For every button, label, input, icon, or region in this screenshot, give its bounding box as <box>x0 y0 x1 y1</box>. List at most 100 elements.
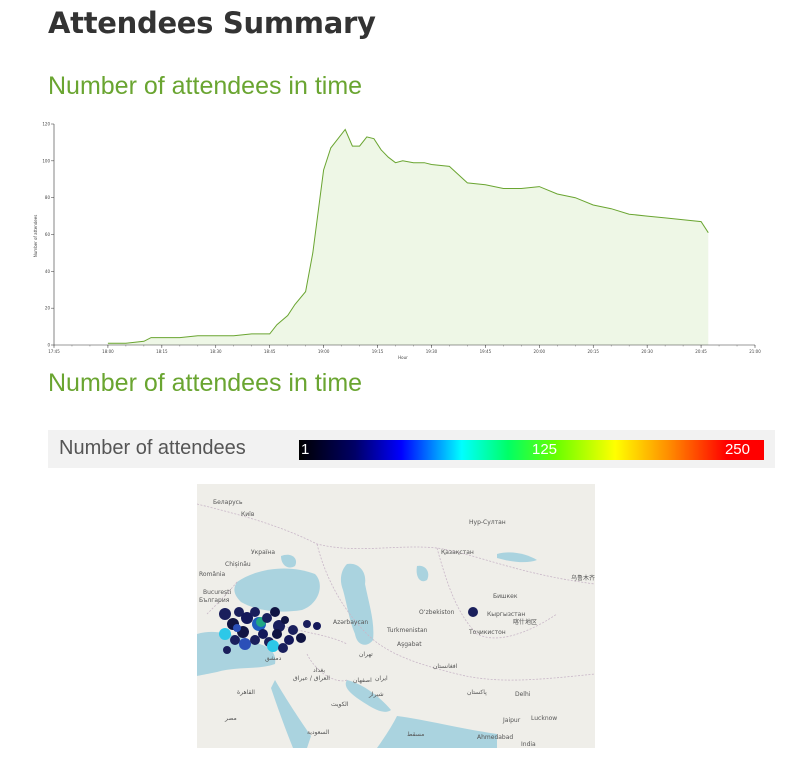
map-label-isfahan: اصفهان <box>353 677 372 684</box>
attendee-markers <box>219 607 478 654</box>
x-tick-label: 20:15 <box>587 349 599 354</box>
y-tick-label: 100 <box>42 158 50 163</box>
x-tick-label: 18:15 <box>156 349 168 354</box>
map-label-tajikistan: Тоҷикистон <box>468 629 506 636</box>
map-label-azerbaijan: Azərbaycan <box>333 619 368 626</box>
map-label-kyiv: Київ <box>241 511 255 518</box>
y-tick-label: 20 <box>45 306 51 311</box>
scale-max-value: 250 <box>724 441 750 458</box>
attendee-marker[interactable] <box>313 622 321 630</box>
attendee-marker[interactable] <box>258 629 268 639</box>
attendee-marker[interactable] <box>262 613 272 623</box>
attendee-marker[interactable] <box>270 607 280 617</box>
sea-of-azov <box>281 554 297 568</box>
y-tick-label: 0 <box>47 343 50 348</box>
map-label-india: India <box>521 741 536 748</box>
map-label-jaipur: Jaipur <box>502 717 521 724</box>
x-tick-label: 19:45 <box>480 349 492 354</box>
attendees-area-fill <box>107 129 709 345</box>
map-label-kyrgyzstan: Кыргызстан <box>487 611 525 618</box>
scale-mid-value: 125 <box>532 441 558 458</box>
map-label-damascus: دمشق <box>265 655 282 662</box>
attendee-marker[interactable] <box>223 646 231 654</box>
black-sea <box>234 568 320 612</box>
map-label-muscat: مسقط <box>407 731 424 738</box>
x-tick-label: 19:30 <box>426 349 438 354</box>
attendee-marker[interactable] <box>273 620 285 632</box>
attendee-marker[interactable] <box>281 616 289 624</box>
map-label-kazakhstan: Қазақстан <box>441 549 474 556</box>
attendees-map[interactable]: Беларусь Київ Україна Chișinău România B… <box>197 484 595 748</box>
map-label-iran: ایران <box>375 675 388 682</box>
attendee-marker[interactable] <box>278 643 288 653</box>
attendee-marker[interactable] <box>267 640 279 652</box>
map-label-ashgabat: Aşgabat <box>397 641 422 648</box>
map-label-ukraine: Україна <box>251 549 275 556</box>
x-tick-label: 17:45 <box>48 349 60 354</box>
lake-balkhash <box>497 552 537 563</box>
map-label-belarus: Беларусь <box>213 499 243 506</box>
map-label-kuwait: الكويت <box>331 701 349 708</box>
attendees-area-chart: 0 20 40 60 80 100 120 17:45 18:00 18:15 18:30 18:45… <box>33 122 761 361</box>
map-label-turkmenistan: Turkmenistan <box>386 627 428 634</box>
y-tick-label: 120 <box>42 122 50 127</box>
scale-min-value: 1 <box>301 441 310 458</box>
map-label-romania: România <box>199 571 226 578</box>
attendee-marker[interactable] <box>234 607 244 617</box>
attendees-series-line <box>107 128 709 344</box>
attendee-marker[interactable] <box>250 607 260 617</box>
map-canvas: Беларусь Київ Україна Chișinău România B… <box>197 484 595 748</box>
attendee-marker[interactable] <box>288 625 298 635</box>
map-label-bucuresti: București <box>203 589 232 596</box>
attendee-marker[interactable] <box>219 608 231 620</box>
attendees-map-title: Number of attendees in time <box>48 369 363 397</box>
x-tick-label: 19:15 <box>372 349 384 354</box>
y-tick-label: 40 <box>45 269 51 274</box>
aral-sea <box>416 565 429 582</box>
map-label-bulgaria: България <box>199 597 230 604</box>
x-tick-label: 20:00 <box>534 349 546 354</box>
map-label-urumqi: 乌鲁木齐市 <box>571 574 595 582</box>
red-sea <box>271 680 311 748</box>
attendee-marker[interactable] <box>468 607 478 617</box>
map-label-saudi: السعودية <box>307 729 330 736</box>
x-tick-label: 20:30 <box>641 349 653 354</box>
legend-label: Number of attendees <box>59 437 246 459</box>
attendee-marker[interactable] <box>284 635 294 645</box>
attendee-marker[interactable] <box>303 620 311 628</box>
persian-gulf <box>345 680 391 712</box>
y-tick-label: 60 <box>45 232 51 237</box>
attendee-marker[interactable] <box>250 635 260 645</box>
arabian-sea <box>377 716 497 748</box>
map-label-baghdad: بغداد <box>313 667 325 674</box>
attendee-marker[interactable] <box>219 628 231 640</box>
y-tick-label: 80 <box>45 195 51 200</box>
color-legend: Number of attendees 1 125 250 <box>48 430 775 468</box>
map-label-afghanistan: افغانستان <box>433 663 458 670</box>
attendee-marker[interactable] <box>230 635 240 645</box>
map-label-nur-sultan: Нур-Султан <box>469 519 506 526</box>
attendee-marker[interactable] <box>241 612 253 624</box>
map-label-egypt: مصر <box>224 715 237 722</box>
attendee-marker[interactable] <box>239 638 251 650</box>
x-tick-label: 21:00 <box>749 349 761 354</box>
attendee-marker[interactable] <box>296 633 306 643</box>
map-label-lucknow: Lucknow <box>531 715 557 722</box>
x-tick-label: 18:30 <box>210 349 222 354</box>
map-label-delhi: Delhi <box>515 691 531 698</box>
y-axis-label: Number of attendees <box>33 215 38 258</box>
color-scale-bar: 1 125 250 <box>299 440 764 460</box>
attendee-marker[interactable] <box>233 624 241 632</box>
map-label-kashgar: 喀什地区 <box>513 618 537 626</box>
map-label-shiraz: شیراز <box>368 691 384 698</box>
map-label-cairo: القاهرة <box>237 689 255 696</box>
map-label-bishkek: Бишкек <box>493 593 518 600</box>
map-label-tehran: تهران <box>359 651 373 658</box>
x-tick-label: 20:45 <box>695 349 707 354</box>
x-tick-label: 18:00 <box>102 349 114 354</box>
map-label-pakistan: پاکستان <box>467 689 487 696</box>
map-label-iraq: العراق / عيراق <box>293 675 330 682</box>
attendee-marker[interactable] <box>272 629 282 639</box>
attendees-chart-title: Number of attendees in time <box>48 72 363 100</box>
map-label-ahmedabad: Ahmedabad <box>477 734 513 741</box>
